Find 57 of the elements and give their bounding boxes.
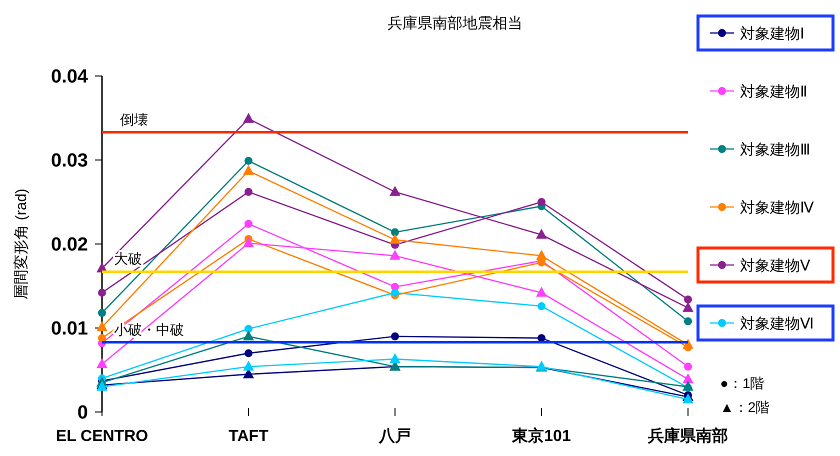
point	[98, 308, 106, 317]
point	[536, 228, 547, 239]
chart-title: 兵庫県南部地震相当	[388, 15, 522, 32]
legend-label: 対象建物Ⅰ	[740, 25, 804, 42]
x-tick-label: 八戸	[378, 427, 411, 445]
point	[538, 198, 546, 206]
point	[390, 186, 400, 196]
point	[244, 188, 252, 196]
point	[98, 288, 106, 297]
point	[96, 321, 108, 332]
point	[390, 234, 400, 244]
point	[536, 286, 547, 297]
point	[684, 317, 692, 326]
ref-line-label: 大破	[114, 250, 142, 267]
point	[244, 220, 252, 228]
y-tick-label: 0.02	[51, 234, 88, 256]
point	[682, 373, 694, 384]
legend-label: 対象建物Ⅴ	[740, 257, 811, 274]
y-tick-label: 0.04	[51, 66, 88, 88]
point	[243, 330, 254, 340]
point	[244, 349, 252, 358]
text: ▲：2階	[720, 399, 770, 415]
point	[538, 302, 546, 310]
point	[244, 324, 252, 333]
legend-label: 対象建物Ⅱ	[740, 83, 808, 100]
legend-label: 対象建物Ⅵ	[740, 315, 814, 332]
point	[536, 250, 547, 260]
point	[244, 156, 252, 165]
point	[390, 353, 400, 364]
point	[684, 295, 692, 304]
point	[243, 237, 254, 248]
point	[391, 288, 399, 297]
point	[96, 358, 108, 368]
x-tick-label: 兵庫県南部	[647, 426, 728, 445]
point	[98, 334, 106, 342]
y-tick-label: 0.03	[51, 150, 88, 172]
x-tick-label: 東京101	[511, 427, 571, 445]
y-axis-title: 層間変形角 (rad)	[13, 188, 30, 300]
point	[682, 338, 694, 349]
legend-label: 対象建物Ⅲ	[740, 141, 810, 158]
point	[243, 360, 254, 371]
point	[684, 362, 692, 371]
x-tick-label: TAFT	[228, 428, 269, 445]
point	[243, 164, 254, 175]
point	[391, 332, 399, 340]
point	[682, 302, 694, 312]
x-tick-label: EL CENTRO	[56, 428, 148, 445]
legend-label: 対象建物Ⅳ	[740, 199, 814, 216]
y-tick-label: 0.01	[51, 318, 88, 340]
point	[390, 250, 400, 260]
point	[391, 228, 399, 236]
point	[682, 393, 694, 404]
point	[243, 112, 254, 123]
y-tick-label: 0	[77, 402, 88, 424]
ref-line-label: 倒壊	[120, 111, 148, 128]
point	[682, 380, 694, 391]
text: ●：1階	[720, 375, 764, 391]
